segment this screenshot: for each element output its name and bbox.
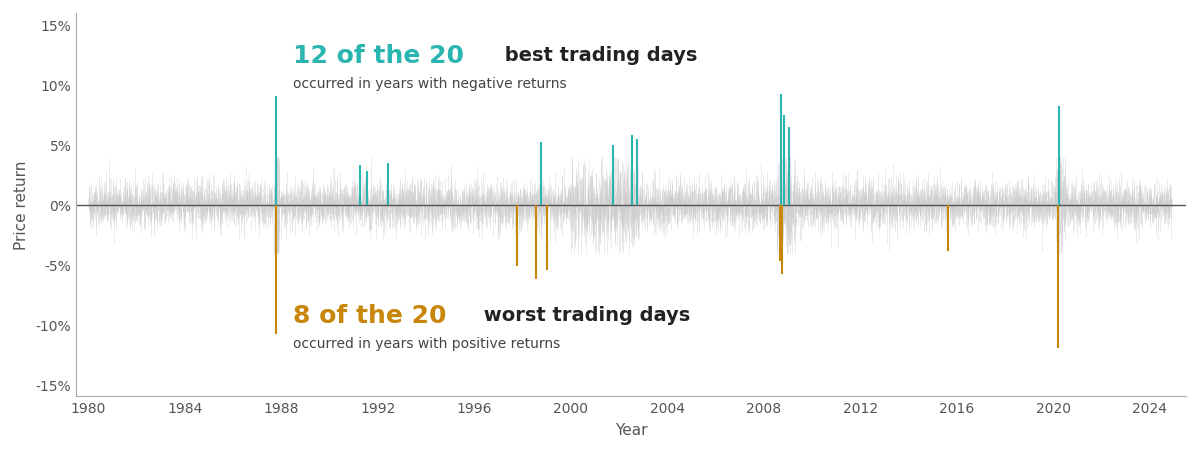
Y-axis label: Price return: Price return <box>14 161 29 250</box>
Text: occurred in years with negative returns: occurred in years with negative returns <box>294 77 568 91</box>
Text: 12 of the 20: 12 of the 20 <box>294 44 464 68</box>
Text: worst trading days: worst trading days <box>476 306 690 325</box>
Text: 8 of the 20: 8 of the 20 <box>294 303 446 327</box>
Text: best trading days: best trading days <box>498 46 697 65</box>
Text: occurred in years with positive returns: occurred in years with positive returns <box>294 336 560 350</box>
X-axis label: Year: Year <box>614 422 648 437</box>
